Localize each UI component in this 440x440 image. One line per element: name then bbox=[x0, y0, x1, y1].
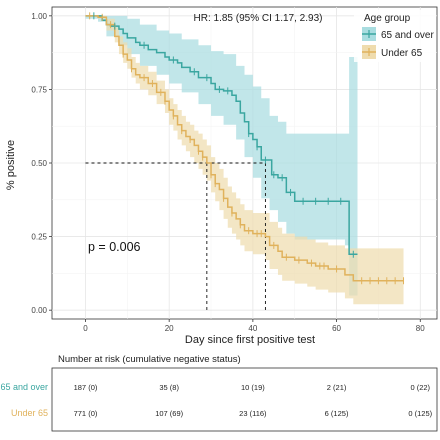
risk-cell-65-and-over: 10 (19) bbox=[241, 383, 265, 392]
x-tick-label: 40 bbox=[248, 324, 257, 333]
ci-band-65-and-over bbox=[85, 15, 358, 296]
risk-cell-under-65: 771 (0) bbox=[74, 409, 98, 418]
legend-title: Age group bbox=[364, 13, 411, 24]
risk-cell-under-65: 0 (125) bbox=[408, 409, 432, 418]
x-tick-label: 0 bbox=[83, 324, 88, 333]
ci-band-under-65 bbox=[85, 15, 404, 305]
x-tick-label: 80 bbox=[416, 324, 425, 333]
y-tick-label: 0.50 bbox=[31, 159, 47, 168]
legend: Age group 65 and over Under 65 bbox=[354, 10, 436, 62]
risk-cell-under-65: 6 (125) bbox=[325, 409, 349, 418]
censor-marks bbox=[89, 12, 405, 285]
risk-cell-65-and-over: 35 (8) bbox=[159, 383, 179, 392]
y-axis-ticks: 0.00 0.25 0.50 0.75 1.00 bbox=[31, 12, 52, 315]
x-tick-label: 20 bbox=[165, 324, 174, 333]
risk-table-cells: 187 (0) 35 (8) 10 (19) 2 (21) 0 (22) 771 (0) 1… bbox=[74, 383, 433, 418]
hr-annotation: HR: 1.85 (95% CI 1.17, 2.93) bbox=[194, 13, 323, 24]
x-tick-label: 60 bbox=[332, 324, 341, 333]
risk-cell-65-and-over: 2 (21) bbox=[327, 383, 347, 392]
risk-cell-65-and-over: 0 (22) bbox=[410, 383, 430, 392]
survival-curves bbox=[85, 15, 404, 282]
y-tick-label: 0.00 bbox=[31, 306, 47, 315]
x-axis-label: Day since first positive test bbox=[185, 334, 315, 346]
y-axis-label: % positive bbox=[5, 140, 17, 190]
confidence-bands bbox=[85, 15, 404, 305]
risk-table-title: Number at risk (cumulative negative stat… bbox=[58, 354, 241, 365]
p-value-annotation: p = 0.006 bbox=[88, 240, 141, 254]
y-tick-label: 0.25 bbox=[31, 233, 47, 242]
km-curve-65-and-over bbox=[85, 15, 358, 255]
risk-cell-65-and-over: 187 (0) bbox=[74, 383, 98, 392]
legend-label-under-65: Under 65 bbox=[381, 48, 423, 59]
risk-cell-under-65: 23 (116) bbox=[239, 409, 267, 418]
km-curve-under-65 bbox=[85, 15, 404, 282]
y-tick-label: 1.00 bbox=[31, 12, 47, 21]
risk-row-label-under-65: Under 65 bbox=[11, 408, 48, 418]
risk-table-panel bbox=[51, 367, 438, 432]
risk-table: Number at risk (cumulative negative stat… bbox=[0, 354, 438, 432]
y-tick-label: 0.75 bbox=[31, 85, 47, 94]
risk-row-label-65-and-over: 65 and over bbox=[0, 382, 48, 392]
x-axis-ticks: 0 20 40 60 80 bbox=[83, 319, 425, 333]
legend-label-65-and-over: 65 and over bbox=[381, 30, 434, 41]
risk-cell-under-65: 107 (69) bbox=[155, 409, 183, 418]
